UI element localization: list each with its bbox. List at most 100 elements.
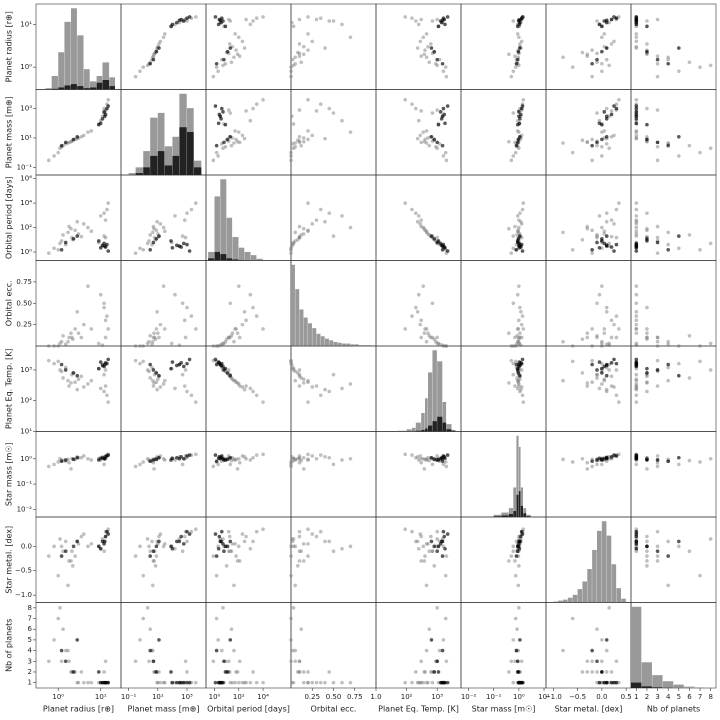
data-point xyxy=(708,146,713,151)
data-point xyxy=(180,301,185,306)
data-point xyxy=(519,322,524,327)
data-point xyxy=(645,19,649,23)
data-point xyxy=(440,554,445,558)
data-point xyxy=(655,559,660,563)
panel-frame xyxy=(120,3,207,90)
panel-frame xyxy=(375,345,462,432)
data-point xyxy=(612,385,616,389)
data-point xyxy=(509,554,514,558)
data-point xyxy=(141,248,146,252)
data-point xyxy=(655,339,660,344)
data-point xyxy=(580,371,585,375)
data-point xyxy=(237,335,242,340)
data-point xyxy=(170,245,175,250)
data-point xyxy=(435,57,439,62)
data-point xyxy=(331,549,336,553)
data-point xyxy=(214,554,219,558)
data-point xyxy=(445,680,450,685)
data-point xyxy=(518,638,522,642)
y-tick-label: −1.0 xyxy=(15,591,32,599)
y-tick-label: 3 xyxy=(28,657,32,665)
data-point xyxy=(154,49,159,54)
data-point xyxy=(634,121,639,126)
x-tick-label: −0.5 xyxy=(569,693,586,701)
data-point xyxy=(403,201,407,205)
histogram-bar xyxy=(415,422,421,432)
data-point xyxy=(301,381,306,385)
data-point xyxy=(517,225,521,230)
data-point xyxy=(602,327,607,331)
data-point xyxy=(600,137,604,142)
data-point xyxy=(515,214,520,218)
data-point xyxy=(318,102,323,106)
data-point xyxy=(183,235,188,240)
panel-frame xyxy=(375,602,462,689)
data-point xyxy=(314,17,319,22)
data-point xyxy=(521,97,526,102)
data-point xyxy=(227,534,232,539)
data-point xyxy=(181,241,186,246)
y-tick-label: 7 xyxy=(28,615,32,623)
data-point xyxy=(157,46,161,50)
data-point xyxy=(175,680,179,685)
histogram-bar xyxy=(411,427,416,432)
data-point xyxy=(687,549,692,553)
data-point xyxy=(301,44,306,49)
data-point xyxy=(290,114,294,119)
data-point xyxy=(438,241,443,246)
histogram-bar xyxy=(601,521,607,603)
data-point xyxy=(233,542,237,546)
x-tick-label: 10⁰ xyxy=(513,693,525,701)
data-point xyxy=(232,339,236,344)
data-point xyxy=(590,327,594,331)
data-point xyxy=(185,680,189,685)
data-point xyxy=(634,46,639,50)
data-point xyxy=(410,16,414,20)
data-point xyxy=(289,248,293,252)
data-point xyxy=(138,69,142,74)
x-tick-label: 10⁴ xyxy=(257,693,269,701)
histogram-bar xyxy=(427,425,433,432)
data-point xyxy=(634,341,639,346)
data-point xyxy=(403,527,407,532)
data-point xyxy=(63,549,68,553)
data-point xyxy=(435,108,439,112)
y-tick-label: 10² xyxy=(20,224,32,232)
x-tick-label: 1.0 xyxy=(370,693,381,701)
data-point xyxy=(301,455,306,460)
data-point xyxy=(293,141,298,145)
data-point xyxy=(595,234,599,238)
data-point xyxy=(76,331,81,335)
data-point xyxy=(419,318,423,323)
data-point xyxy=(655,54,660,59)
data-point xyxy=(516,49,521,54)
data-point xyxy=(519,219,523,224)
data-point xyxy=(634,284,639,288)
data-point xyxy=(634,385,639,389)
data-point xyxy=(438,110,443,114)
data-point xyxy=(410,102,414,106)
x-tick-label: 10¹ xyxy=(95,693,107,701)
data-point xyxy=(645,305,649,310)
data-point xyxy=(340,386,344,391)
data-point xyxy=(102,110,106,114)
data-point xyxy=(424,32,429,36)
data-point xyxy=(634,133,639,138)
data-point xyxy=(440,648,445,653)
histogram-bar xyxy=(244,251,251,261)
x-tick-label: 10¹ xyxy=(152,693,164,701)
data-point xyxy=(323,387,327,392)
histogram-bar xyxy=(83,69,90,90)
x-tick-label: 1 xyxy=(634,693,638,701)
data-point xyxy=(153,564,158,568)
panel-frame xyxy=(630,89,717,176)
data-point xyxy=(403,97,407,102)
data-point xyxy=(607,368,611,372)
data-point xyxy=(429,335,433,340)
histogram-bar xyxy=(563,599,568,603)
data-point xyxy=(595,51,599,56)
data-point xyxy=(655,57,660,62)
data-point xyxy=(145,341,150,346)
data-point xyxy=(291,24,296,29)
